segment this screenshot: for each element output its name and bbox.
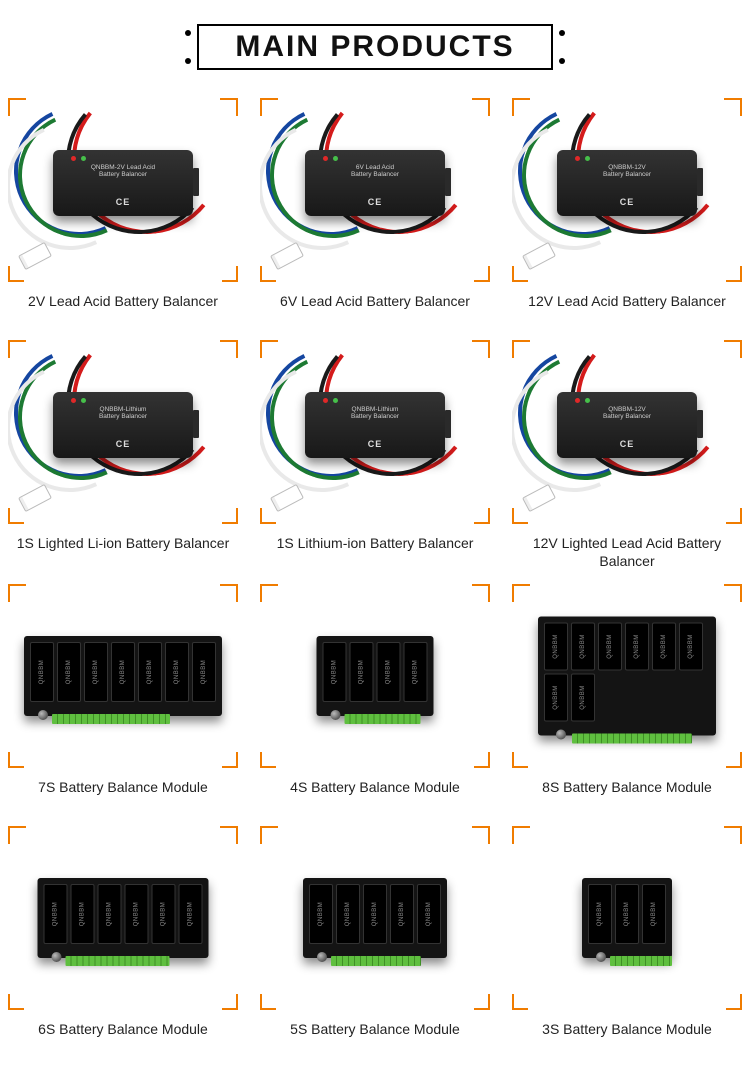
product-card[interactable]: 8S Battery Balance Module xyxy=(512,584,742,812)
section-heading: MAIN PRODUCTS xyxy=(8,24,742,70)
product-caption: 6V Lead Acid Battery Balancer xyxy=(260,292,490,326)
balance-module-illustration xyxy=(303,878,447,958)
product-caption: 8S Battery Balance Module xyxy=(512,778,742,812)
product-caption: 4S Battery Balance Module xyxy=(260,778,490,812)
heading-text: MAIN PRODUCTS xyxy=(235,30,514,63)
product-card[interactable]: 7S Battery Balance Module xyxy=(8,584,238,812)
product-caption: 12V Lead Acid Battery Balancer xyxy=(512,292,742,326)
product-card[interactable]: 3S Battery Balance Module xyxy=(512,826,742,1054)
product-thumbnail: QNBBM-12V Battery BalancerCE xyxy=(512,98,742,282)
product-card[interactable]: QNBBM-2V Lead Acid Battery BalancerCE 2V … xyxy=(8,98,238,326)
product-thumbnail: QNBBM-2V Lead Acid Battery BalancerCE xyxy=(8,98,238,282)
balance-module-illustration xyxy=(538,617,716,736)
product-card[interactable]: QNBBM-12V Battery BalancerCE 12V Lead Aci… xyxy=(512,98,742,326)
product-card[interactable]: 4S Battery Balance Module xyxy=(260,584,490,812)
product-caption: 12V Lighted Lead Acid Battery Balancer xyxy=(512,534,742,570)
balancer-box-illustration: QNBBM-Lithium Battery BalancerCE xyxy=(8,340,238,524)
product-caption: 5S Battery Balance Module xyxy=(260,1020,490,1054)
balance-module-illustration xyxy=(24,636,222,716)
product-thumbnail: QNBBM-12V Battery BalancerCE xyxy=(512,340,742,524)
product-caption: 6S Battery Balance Module xyxy=(8,1020,238,1054)
product-thumbnail xyxy=(512,826,742,1010)
product-caption: 7S Battery Balance Module xyxy=(8,778,238,812)
balance-module-illustration xyxy=(38,878,209,958)
balance-module-illustration xyxy=(582,878,672,958)
product-thumbnail: 6V Lead Acid Battery BalancerCE xyxy=(260,98,490,282)
balancer-box-illustration: 6V Lead Acid Battery BalancerCE xyxy=(260,98,490,282)
balancer-box-illustration: QNBBM-Lithium Battery BalancerCE xyxy=(260,340,490,524)
balancer-box-illustration: QNBBM-12V Battery BalancerCE xyxy=(512,340,742,524)
product-thumbnail xyxy=(512,584,742,768)
product-card[interactable]: QNBBM-12V Battery BalancerCE 12V Lighted … xyxy=(512,340,742,570)
product-card[interactable]: 6S Battery Balance Module xyxy=(8,826,238,1054)
product-grid: QNBBM-2V Lead Acid Battery BalancerCE 2V … xyxy=(8,98,742,1054)
product-caption: 1S Lighted Li-ion Battery Balancer xyxy=(8,534,238,568)
product-thumbnail xyxy=(8,826,238,1010)
product-thumbnail xyxy=(260,826,490,1010)
product-card[interactable]: QNBBM-Lithium Battery BalancerCE 1S Light… xyxy=(8,340,238,570)
balance-module-illustration xyxy=(317,636,434,716)
product-card[interactable]: 6V Lead Acid Battery BalancerCE 6V Lead A… xyxy=(260,98,490,326)
product-caption: 3S Battery Balance Module xyxy=(512,1020,742,1054)
product-thumbnail xyxy=(260,584,490,768)
balancer-box-illustration: QNBBM-2V Lead Acid Battery BalancerCE xyxy=(8,98,238,282)
product-card[interactable]: QNBBM-Lithium Battery BalancerCE 1S Lithi… xyxy=(260,340,490,570)
product-caption: 2V Lead Acid Battery Balancer xyxy=(8,292,238,326)
product-thumbnail xyxy=(8,584,238,768)
product-caption: 1S Lithium-ion Battery Balancer xyxy=(260,534,490,568)
balancer-box-illustration: QNBBM-12V Battery BalancerCE xyxy=(512,98,742,282)
product-thumbnail: QNBBM-Lithium Battery BalancerCE xyxy=(260,340,490,524)
product-thumbnail: QNBBM-Lithium Battery BalancerCE xyxy=(8,340,238,524)
product-card[interactable]: 5S Battery Balance Module xyxy=(260,826,490,1054)
